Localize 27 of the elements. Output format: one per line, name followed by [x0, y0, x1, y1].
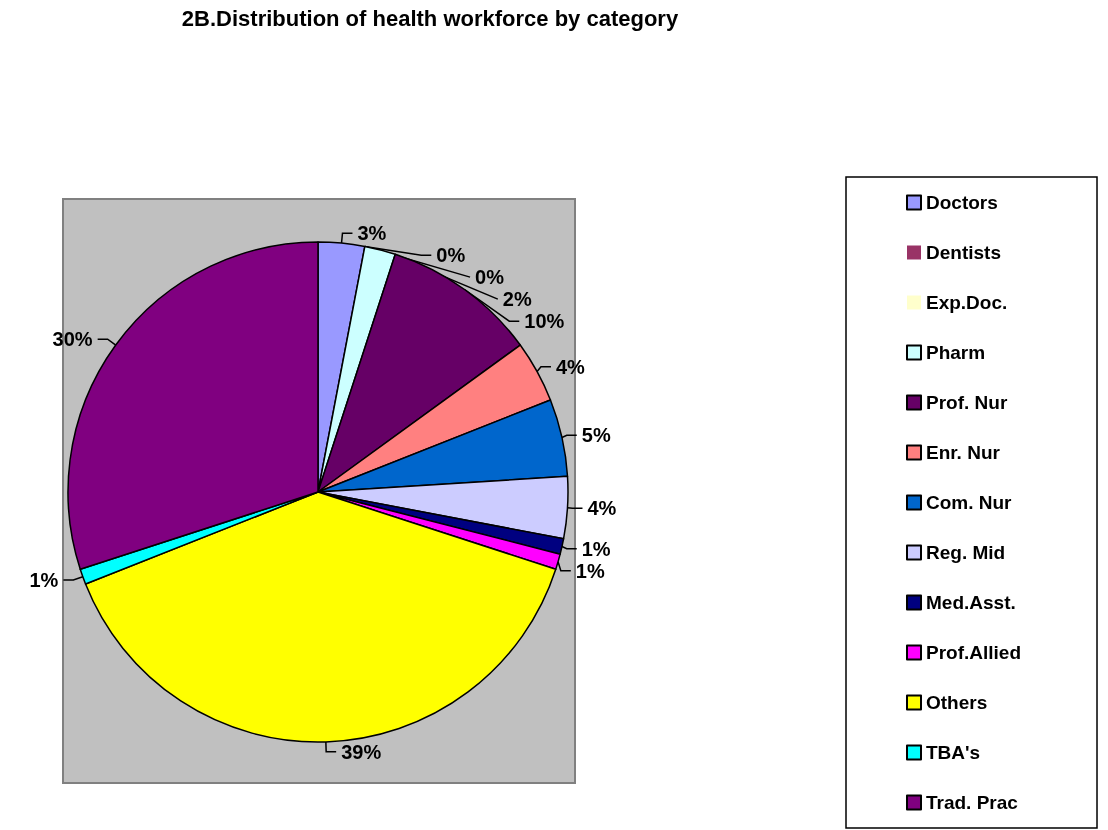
legend-label: Exp.Doc. [926, 292, 1008, 313]
legend-label: Prof.Allied [926, 642, 1022, 663]
data-label: 39% [341, 740, 382, 763]
legend-label: Doctors [926, 192, 998, 213]
data-label: 4% [587, 497, 617, 520]
data-label: 4% [555, 355, 586, 378]
data-label: 3% [357, 222, 387, 245]
legend-label: Med.Asst. [926, 592, 1016, 613]
legend-label: Enr. Nur [926, 442, 1001, 463]
legend-label: Com. Nur [926, 492, 1013, 513]
legend-label: Others [926, 692, 988, 713]
text: 0% [475, 266, 504, 289]
chart-title: 2B.Distribution of health workforce by category [181, 5, 679, 31]
legend-label: Reg. Mid [926, 542, 1006, 563]
legend-label: Prof. Nur [926, 392, 1008, 413]
data-label: 1% [575, 559, 605, 582]
legend-label: Pharm [926, 342, 986, 363]
legend-label: TBA's [926, 742, 981, 763]
data-label: 1% [29, 569, 59, 592]
data-label: 10% [524, 310, 565, 333]
data-label: 1% [581, 537, 611, 560]
text: 0% [436, 244, 466, 267]
legend-label: Trad. Prac [926, 792, 1019, 813]
data-label: 5% [581, 424, 611, 447]
data-label: 30% [52, 328, 93, 351]
data-label: 2% [502, 288, 532, 311]
legend-label: Dentists [926, 242, 1001, 263]
